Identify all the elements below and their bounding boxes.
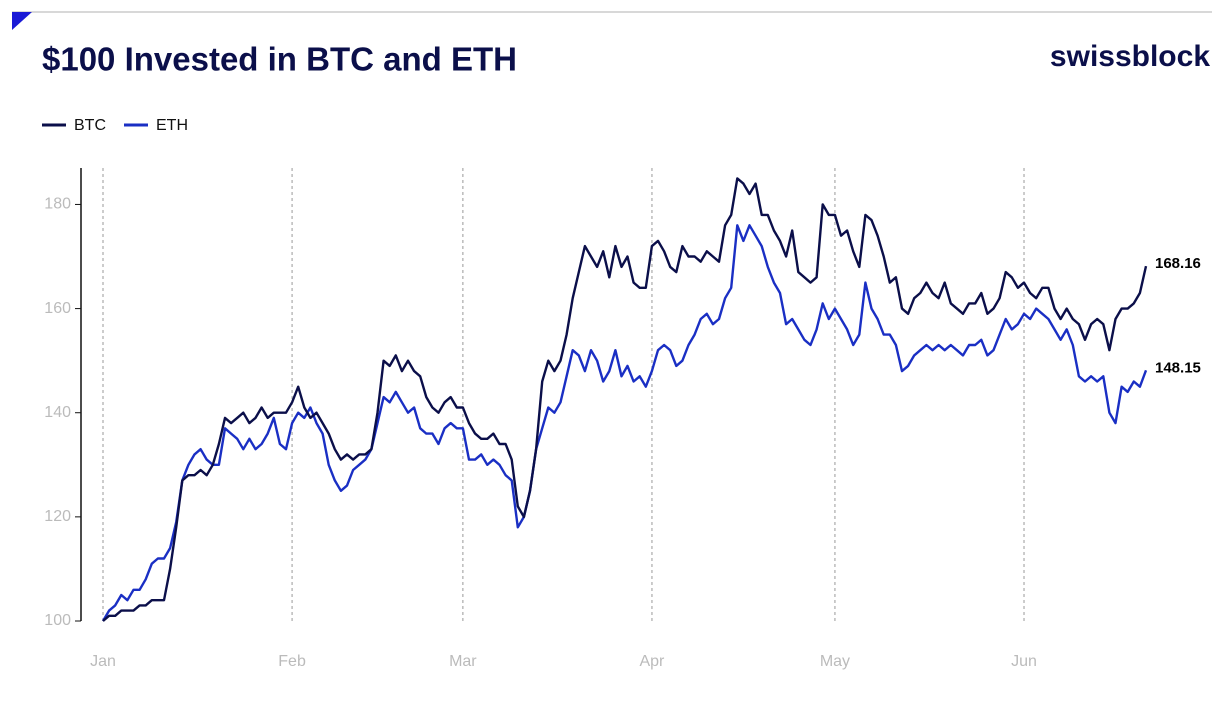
series-line <box>102 177 1148 622</box>
legend-label: BTC <box>74 117 106 134</box>
brand: swissblock <box>1050 40 1210 73</box>
series-line <box>101 224 1148 622</box>
x-tick-label: Apr <box>639 653 665 670</box>
chart-title: $100 Invested in BTC and ETH <box>42 41 517 78</box>
x-tick-label: Mar <box>449 653 477 670</box>
x-tick-label: Feb <box>278 653 306 670</box>
y-tick-label: 160 <box>44 300 71 317</box>
y-tick-label: 100 <box>44 612 71 629</box>
end-value-label: 148.15 <box>1155 359 1201 376</box>
y-tick-label: 180 <box>44 196 71 213</box>
end-value-label: 168.16 <box>1155 255 1201 272</box>
legend-label: ETH <box>156 117 188 134</box>
x-tick-label: May <box>820 653 850 670</box>
y-tick-label: 140 <box>44 404 71 421</box>
corner-mark <box>12 12 32 30</box>
x-tick-label: Jan <box>90 653 116 670</box>
x-tick-label: Jun <box>1011 653 1037 670</box>
y-tick-label: 120 <box>44 508 71 525</box>
